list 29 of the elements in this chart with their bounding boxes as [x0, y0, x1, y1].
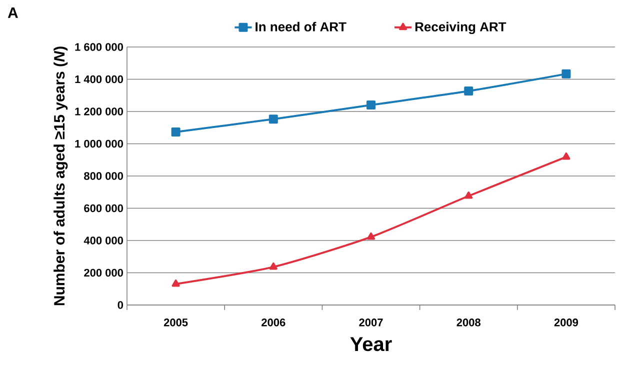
x-tick-label: 2007 — [359, 318, 383, 326]
y-tick-label: 1 400 000 — [75, 75, 123, 84]
legend-label: Receiving ART — [415, 22, 506, 34]
y-tick-label: 1 600 000 — [75, 43, 123, 51]
point — [464, 191, 473, 199]
y-tick-label: 600 000 — [84, 204, 123, 212]
x-tick-label: 2005 — [164, 318, 188, 326]
x-tick-label: 2009 — [554, 318, 578, 326]
point — [268, 114, 278, 124]
y-tick-label: 200 000 — [84, 268, 123, 277]
y-tick-label: 400 000 — [84, 236, 123, 244]
point — [366, 232, 376, 240]
y-tick-label: 800 000 — [84, 172, 123, 180]
point — [269, 262, 278, 270]
text: A — [8, 8, 18, 18]
x-axis-title: Year — [350, 337, 392, 352]
point — [171, 127, 180, 136]
point — [562, 152, 570, 160]
y-tick-label: 1 200 000 — [75, 108, 123, 116]
x-tick-label: 2008 — [456, 318, 480, 326]
y-tick-label: 0 — [118, 301, 124, 309]
x-tick-label: 2006 — [262, 318, 286, 326]
point — [172, 280, 180, 287]
legend-label: In need of ART — [256, 22, 346, 32]
point — [464, 86, 474, 96]
y-tick-label: 1 000 000 — [75, 140, 123, 148]
point — [562, 69, 571, 78]
y-axis-title: Number of adults aged ≥15 years (N) — [54, 46, 68, 306]
point — [366, 100, 376, 110]
